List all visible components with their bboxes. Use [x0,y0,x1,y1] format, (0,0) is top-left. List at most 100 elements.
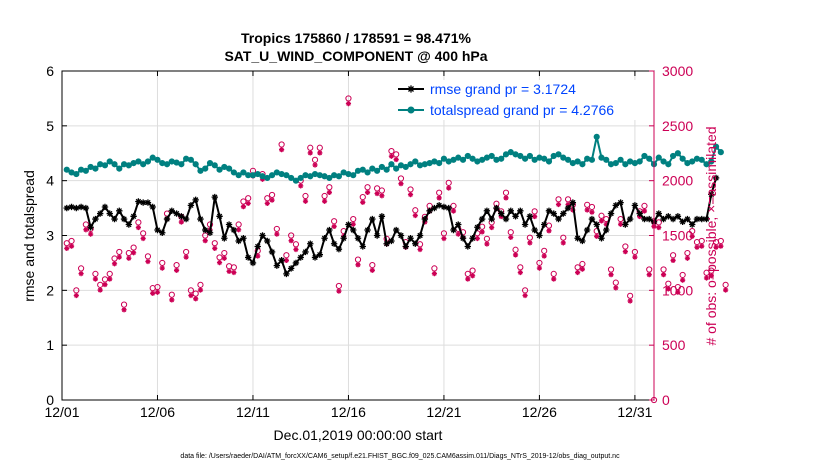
obs-possible-point [517,264,524,271]
obs-assimilated-point [369,267,375,273]
obs-possible-point [669,252,677,259]
obs-assimilated-point [546,228,552,234]
rmse-point [412,240,419,247]
y-right-tick-label: 500 [662,337,686,353]
rmse-point [130,213,137,220]
rmse-point [264,237,271,245]
totalspread-point [63,166,70,173]
obs-assimilated-point [675,289,681,295]
obs-assimilated-point [594,233,600,239]
totalspread-point [240,169,247,176]
obs-possible-point [235,221,242,228]
obs-possible-point [168,291,175,298]
totalspread-point [517,152,524,160]
rmse-point [712,174,720,182]
obs-possible-point [679,271,686,279]
totalspread-point [92,165,99,172]
rmse-point [526,213,534,220]
obs-assimilated-point [665,286,671,292]
obs-assimilated-point [240,204,247,210]
rmse-point [450,226,457,234]
totalspread-point [154,156,161,163]
obs-possible-point [197,281,204,288]
obs-assimilated-point [398,181,404,187]
rmse-point [92,215,99,223]
totalspread-point [698,156,705,163]
obs-possible-point [354,256,362,263]
obs-possible-point [120,301,128,308]
rmse-point [316,251,324,258]
obs-possible-point [502,189,510,196]
rmse-point [63,204,70,212]
totalspread-point [412,158,419,165]
obs-possible-point [469,267,476,274]
totalspread-point [187,156,195,163]
rmse-point [335,246,343,253]
totalspread-point [679,155,686,162]
totalspread-point [579,161,586,168]
obs-possible-point [101,276,109,283]
obs-assimilated-point [312,162,318,168]
rmse-point [120,215,128,223]
obs-possible-point [364,184,371,191]
obs-assimilated-point [694,244,700,250]
totalspread-point [488,152,495,160]
totalspread-point [388,161,395,168]
rmse-point [202,226,209,234]
totalspread-point [144,158,152,165]
totalspread-point [373,167,381,174]
rmse-point [574,235,581,242]
totalspread-point [641,152,648,160]
rmse-point [168,207,176,215]
rmse-point [665,213,672,220]
obs-possible-point [464,270,471,277]
obs-assimilated-point [718,243,724,249]
rmse-point [378,213,386,220]
data-file-footnote: data file: /Users/raeder/DAI/ATM_forcXX/… [180,453,620,460]
obs-possible-point [436,189,443,196]
rmse-point [149,203,156,211]
rmse-point [87,224,94,231]
obs-assimilated-point [111,261,118,267]
totalspread-point [541,155,548,162]
obs-possible-point [407,186,414,193]
obs-assimilated-point [145,258,151,265]
rmse-point [435,202,443,209]
obs-possible-point [130,244,137,251]
rmse-point [187,202,195,209]
obs-assimilated-point [307,150,313,156]
obs-possible-point [545,222,553,229]
obs-possible-point [350,215,357,223]
obs-assimilated-point [598,218,605,224]
totalspread-point [135,158,142,165]
totalspread-point [674,150,681,157]
rmse-point [498,210,505,217]
obs-assimilated-point [331,223,337,230]
totalspread-point [436,160,443,167]
series-layer [63,95,729,404]
obs-possible-point [412,207,419,214]
obs-possible-point [555,196,562,203]
rmse-point [297,254,304,261]
obs-assimilated-point [150,290,156,296]
rmse-point [688,221,696,228]
rmse-point [684,215,691,223]
obs-assimilated-point [613,285,619,291]
x-tick-label: 12/31 [617,404,652,420]
obs-possible-point [173,262,180,269]
obs-assimilated-point [283,257,289,264]
obs-possible-point [531,208,538,215]
rmse-point [139,199,147,206]
y-axis-right-label: # of obs: o=possible; ×=assimilated [703,126,719,345]
obs-assimilated-point [450,208,457,214]
totalspread-point [192,161,199,168]
totalspread-point [665,161,672,168]
obs-possible-point [646,266,653,273]
rmse-series [63,174,720,278]
obs-assimilated-point [536,265,543,271]
obs-assimilated-point [699,243,705,249]
rmse-point [555,215,562,223]
obs-assimilated-point [503,195,509,201]
obs-assimilated-point [178,219,184,225]
x-tick-label: 12/26 [522,404,557,420]
